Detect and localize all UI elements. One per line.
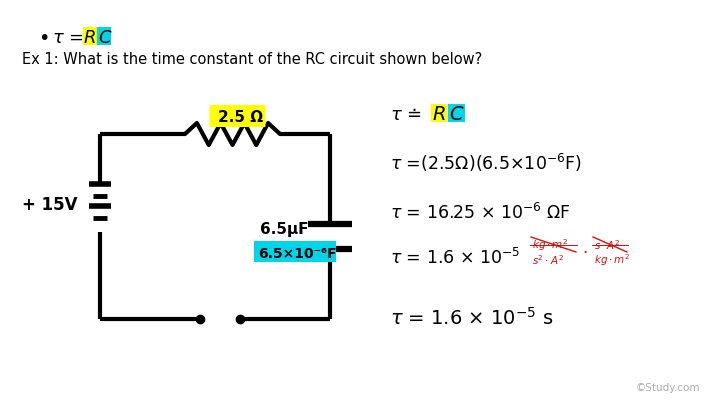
Text: $\tau$ = 1.6 × 10$^{-5}$: $\tau$ = 1.6 × 10$^{-5}$ bbox=[390, 247, 522, 267]
FancyBboxPatch shape bbox=[431, 105, 447, 123]
Text: $\tau$ ≐: $\tau$ ≐ bbox=[390, 106, 424, 124]
Text: 6.5μF: 6.5μF bbox=[260, 221, 308, 237]
Text: + 15V: + 15V bbox=[22, 196, 77, 213]
Text: $\mathit{s^2 \cdot A^2}$: $\mathit{s^2 \cdot A^2}$ bbox=[532, 253, 564, 266]
Text: $\mathit{s \cdot A^2}$: $\mathit{s \cdot A^2}$ bbox=[594, 237, 621, 251]
Text: 2.5 Ω: 2.5 Ω bbox=[217, 109, 262, 124]
Text: ©Study.com: ©Study.com bbox=[636, 382, 700, 392]
Text: $\mathit{kg \cdot m^2}$: $\mathit{kg \cdot m^2}$ bbox=[594, 251, 631, 267]
Text: R: R bbox=[432, 105, 445, 124]
Text: $\tau$ =(2.5$\Omega$)(6.5×10$^{-6}$F): $\tau$ =(2.5$\Omega$)(6.5×10$^{-6}$F) bbox=[390, 152, 582, 174]
Text: C: C bbox=[449, 105, 463, 124]
Text: 6.5×10⁻⁶F: 6.5×10⁻⁶F bbox=[258, 246, 337, 260]
Text: C: C bbox=[98, 29, 111, 47]
Text: $\mathit{kg \cdot m^2}$: $\mathit{kg \cdot m^2}$ bbox=[532, 237, 568, 252]
FancyBboxPatch shape bbox=[83, 28, 97, 46]
Text: ·: · bbox=[582, 243, 587, 261]
Text: R: R bbox=[84, 29, 97, 47]
FancyBboxPatch shape bbox=[448, 105, 465, 123]
FancyBboxPatch shape bbox=[254, 241, 336, 262]
Text: •: • bbox=[38, 28, 49, 47]
FancyBboxPatch shape bbox=[97, 28, 111, 46]
FancyBboxPatch shape bbox=[209, 106, 265, 128]
Text: $\tau$ =: $\tau$ = bbox=[52, 29, 86, 47]
Text: $\tau$ = 16.25 × 10$^{-6}$ $\Omega$F: $\tau$ = 16.25 × 10$^{-6}$ $\Omega$F bbox=[390, 203, 571, 223]
Text: $\tau$ = 1.6 × 10$^{-5}$ s: $\tau$ = 1.6 × 10$^{-5}$ s bbox=[390, 306, 553, 328]
Text: Ex 1: What is the time constant of the RC circuit shown below?: Ex 1: What is the time constant of the R… bbox=[22, 53, 482, 67]
